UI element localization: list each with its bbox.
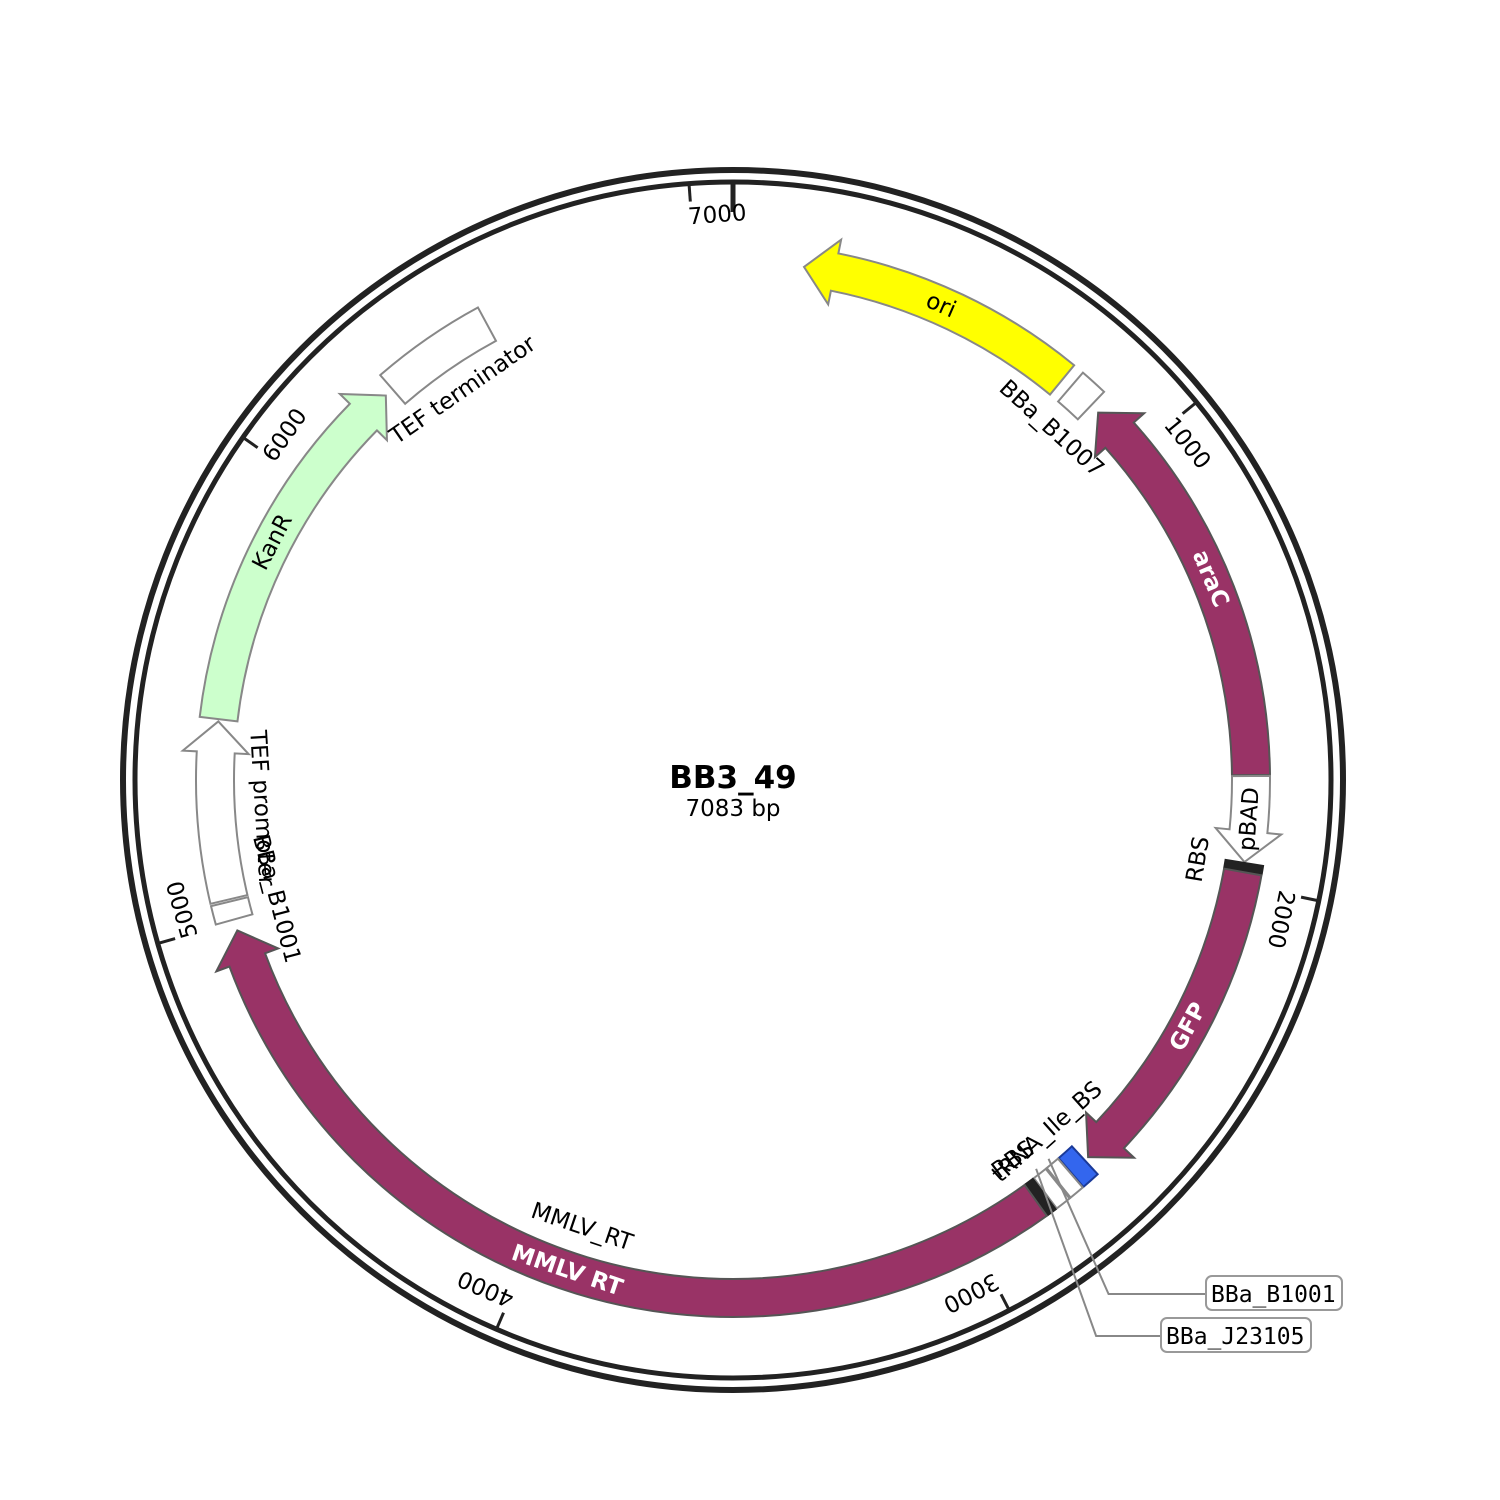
tick-mark-4000 — [495, 1312, 505, 1328]
tick-mark-7000 — [687, 185, 692, 202]
feature-bba-b1007 — [1056, 371, 1106, 421]
callout-label-bba-j23105: BBa_J23105 — [1166, 1324, 1304, 1350]
backbone-outer-line — [120, 167, 1346, 1393]
feature-tef-promoter — [180, 720, 252, 906]
callout-leader-bba-j23105 — [1035, 1168, 1165, 1337]
tick-label-7000: 7000 — [687, 200, 747, 230]
tick-mark-6000 — [243, 437, 259, 449]
feature-ori — [802, 237, 1076, 397]
callout-box-bba-j23105 — [1160, 1317, 1312, 1353]
callout-labels: BBa_B1001 BBa_J23105 — [1035, 1158, 1343, 1353]
callout-leader-bba-b1001-a — [1047, 1158, 1210, 1295]
feature-label-inside-pbad: pBAD — [1234, 786, 1265, 852]
plasmid-size: 7083 bp — [685, 796, 781, 822]
tick-label-2000: 2000 — [1262, 888, 1299, 951]
tick-mark-1000 — [1181, 402, 1196, 415]
tick-mark-3000 — [999, 1293, 1010, 1310]
tick-label-4000: 4000 — [454, 1265, 518, 1312]
plasmid-title-block: BB3_49 7083 bp — [0, 760, 1466, 822]
feature-pbad — [1213, 774, 1284, 864]
feature-tef-terminator — [378, 306, 498, 406]
feature-label-rbs-1: RBS — [1182, 834, 1215, 884]
callout-box-bba-b1001-a — [1205, 1275, 1343, 1311]
tick-label-3000: 3000 — [939, 1267, 1003, 1317]
plasmid-name: BB3_49 — [669, 760, 797, 796]
feature-kanr — [198, 392, 389, 723]
callout-label-bba-b1001-a: BBa_B1001 — [1211, 1282, 1336, 1308]
tick-label-5000: 5000 — [163, 878, 204, 941]
feature-bba-j23105 — [1032, 1167, 1071, 1210]
feature-mmlv-rt — [214, 929, 1049, 1318]
feature-rbs-2 — [1024, 1177, 1058, 1217]
tick-mark-5000 — [159, 937, 176, 945]
feature-bba-b1001-b — [209, 895, 254, 926]
tick-mark-2000 — [1300, 895, 1318, 902]
backbone-ring — [120, 167, 1346, 1393]
feature-track — [180, 237, 1284, 1318]
feature-bba-b1001-a — [1045, 1157, 1085, 1199]
backbone-inner-line — [132, 179, 1334, 1381]
feature-gfp — [1084, 867, 1263, 1159]
